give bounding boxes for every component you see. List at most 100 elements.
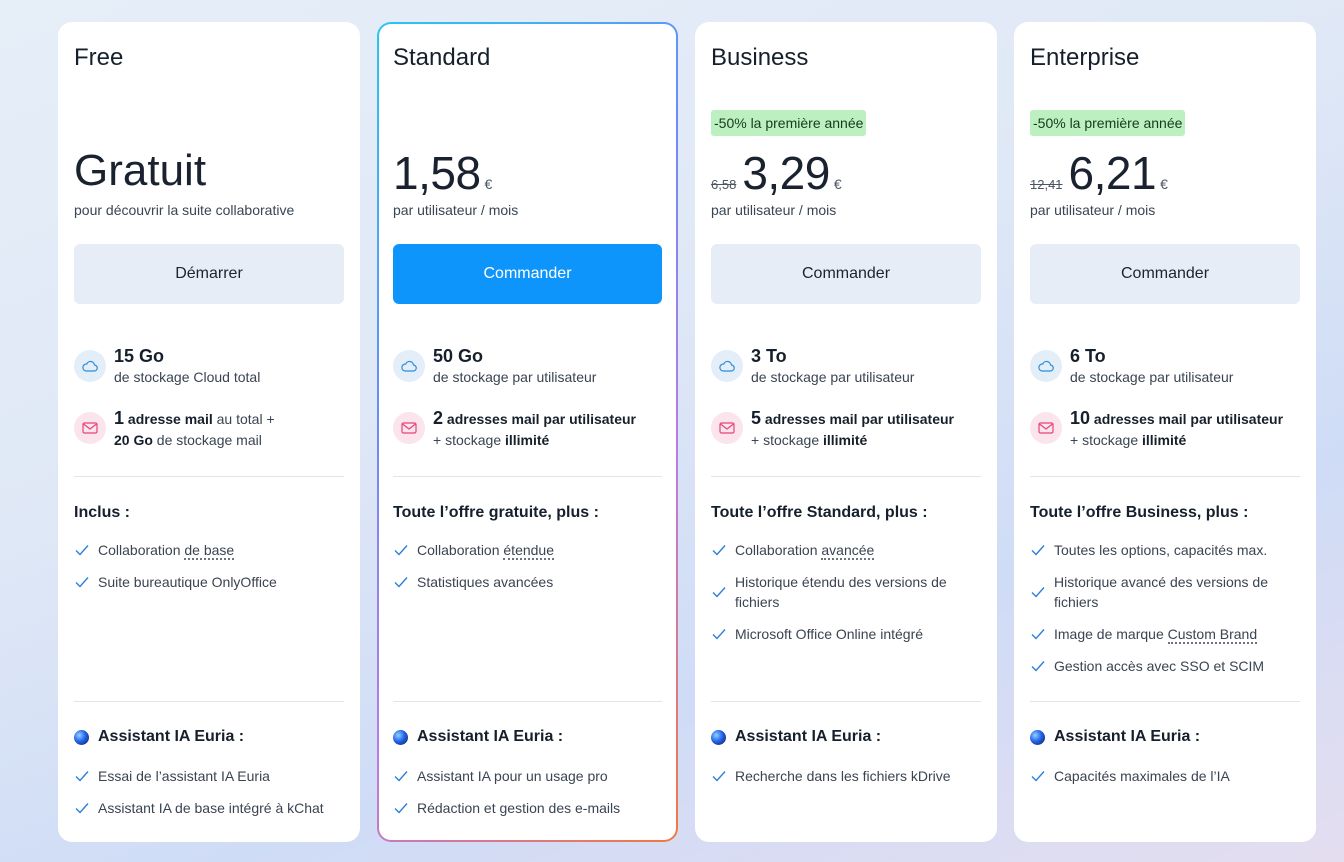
included-list: Toutes les options, capacités max. Histo…	[1030, 540, 1300, 688]
mail-storage-desc: de stockage mail	[152, 432, 262, 448]
feature-text: Assistant IA pour un usage pro	[417, 768, 608, 784]
start-button[interactable]: Démarrer	[74, 244, 344, 304]
feature-text: Toutes les options, capacités max.	[1054, 542, 1268, 558]
list-item: Microsoft Office Online intégré	[711, 624, 981, 644]
promo-badge: -50% la première année	[1030, 110, 1186, 136]
feature-tooltip-link[interactable]: étendue	[503, 542, 554, 560]
euria-icon	[74, 729, 89, 745]
feature-tooltip-link[interactable]: de base	[184, 542, 235, 560]
list-item: Rédaction et gestion des e-mails	[393, 798, 663, 818]
storage-feature: 6 To de stockage par utilisateur	[1030, 346, 1233, 388]
check-icon	[394, 803, 408, 814]
ai-title-text: Assistant IA Euria :	[417, 728, 564, 745]
feature-text: Essai de l’assistant IA Euria	[98, 768, 270, 784]
mail-count: 5	[751, 408, 762, 428]
feature-tooltip-link[interactable]: avancée	[821, 542, 875, 560]
storage-amount: 6 To	[1070, 346, 1106, 366]
ai-list: Capacités maximales de l’IA	[1030, 766, 1300, 798]
storage-desc: de stockage par utilisateur	[433, 369, 597, 385]
plan-name: Standard	[393, 44, 491, 71]
plan-price: Gratuit	[74, 146, 207, 195]
currency: €	[1160, 176, 1168, 192]
promo-badge: -50% la première année	[711, 110, 867, 136]
feature-text: Suite bureautique OnlyOffice	[98, 574, 277, 590]
mail-storage-prefix: + stockage	[1070, 432, 1142, 448]
storage-amount: 50 Go	[433, 346, 484, 366]
price-description: par utilisateur / mois	[393, 202, 519, 218]
list-item: Collaboration de base	[74, 540, 344, 560]
plan-name: Free	[74, 44, 124, 71]
currency: €	[833, 176, 842, 192]
feature-text: Capacités maximales de l’IA	[1054, 768, 1230, 784]
plan-card-enterprise: Enterprise -50% la première année 12,41 …	[1014, 22, 1316, 842]
check-icon	[75, 577, 89, 588]
storage-desc: de stockage Cloud total	[114, 369, 261, 385]
plan-card-business: Business -50% la première année 6,58 3,2…	[695, 22, 997, 842]
check-icon	[1031, 661, 1045, 672]
price-description: par utilisateur / mois	[1030, 202, 1156, 218]
order-button[interactable]: Commander	[393, 244, 662, 304]
included-title: Toute l’offre Business, plus :	[1030, 504, 1249, 521]
mail-label: adresses mail par utilisateur	[1093, 411, 1284, 427]
check-icon	[1031, 545, 1045, 556]
divider	[393, 701, 662, 702]
list-item: Historique avancé des versions de fichie…	[1030, 572, 1300, 612]
list-item: Toutes les options, capacités max.	[1030, 540, 1300, 560]
ai-title: Assistant IA Euria :	[711, 728, 881, 746]
list-item: Capacités maximales de l’IA	[1030, 766, 1300, 786]
euria-icon	[393, 729, 408, 745]
price-description: par utilisateur / mois	[711, 202, 837, 218]
plan-price: 1,58	[393, 147, 481, 199]
storage-feature: 50 Go de stockage par utilisateur	[393, 346, 596, 388]
plan-name: Business	[711, 44, 809, 71]
check-icon	[712, 587, 726, 598]
feature-text: Statistiques avancées	[417, 574, 554, 590]
mail-feature: 2 adresses mail par utilisateur + stocka…	[393, 408, 636, 451]
ai-list: Assistant IA pour un usage pro Rédaction…	[393, 766, 663, 830]
included-title: Toute l’offre gratuite, plus :	[393, 504, 599, 521]
feature-text: Collaboration	[417, 542, 504, 558]
feature-text: Rédaction et gestion des e-mails	[417, 800, 621, 816]
plan-card-free: Free Gratuit pour découvrir la suite col…	[58, 22, 360, 842]
plan-name: Enterprise	[1030, 44, 1140, 71]
storage-desc: de stockage par utilisateur	[751, 369, 915, 385]
included-list: Collaboration de base Suite bureautique …	[74, 540, 344, 604]
included-list: Collaboration étendue Statistiques avanc…	[393, 540, 663, 604]
mail-storage-amount: 20 Go	[114, 432, 153, 448]
feature-text: Gestion accès avec SSO et SCIM	[1054, 658, 1265, 674]
feature-text: Microsoft Office Online intégré	[735, 626, 924, 642]
price-row: 6,58 3,29 €	[711, 146, 842, 200]
ai-list: Essai de l’assistant IA Euria Assistant …	[74, 766, 344, 830]
ai-title: Assistant IA Euria :	[1030, 728, 1200, 746]
divider	[74, 476, 344, 477]
currency: €	[484, 176, 493, 192]
feature-tooltip-link[interactable]: Custom Brand	[1167, 626, 1258, 644]
list-item: Collaboration avancée	[711, 540, 981, 560]
feature-text: Assistant IA de base intégré à kChat	[98, 800, 324, 816]
check-icon	[712, 771, 726, 782]
order-button[interactable]: Commander	[711, 244, 981, 304]
check-icon	[75, 545, 89, 556]
plan-card-standard: Standard 1,58 € par utilisateur / mois C…	[377, 22, 678, 842]
check-icon	[712, 629, 726, 640]
order-button[interactable]: Commander	[1030, 244, 1300, 304]
mail-storage-amount: illimité	[505, 432, 550, 448]
mail-feature: 1 adresse mail au total + 20 Go de stock…	[74, 408, 275, 451]
ai-title-text: Assistant IA Euria :	[1054, 728, 1201, 745]
included-list: Collaboration avancée Historique étendu …	[711, 540, 981, 656]
mail-count: 1	[114, 408, 125, 428]
feature-text: Historique étendu des versions de fichie…	[735, 574, 947, 610]
list-item: Suite bureautique OnlyOffice	[74, 572, 344, 592]
mail-feature: 10 adresses mail par utilisateur + stock…	[1030, 408, 1283, 451]
mail-icon	[711, 412, 743, 444]
divider	[1030, 701, 1300, 702]
mail-icon	[1030, 412, 1062, 444]
cloud-icon	[1030, 350, 1062, 382]
mail-icon	[393, 412, 425, 444]
euria-icon	[1030, 729, 1045, 745]
plan-price: 3,29	[742, 147, 830, 199]
ai-title: Assistant IA Euria :	[393, 728, 563, 746]
cloud-icon	[393, 350, 425, 382]
check-icon	[1031, 629, 1045, 640]
old-price: 6,58	[711, 177, 737, 192]
